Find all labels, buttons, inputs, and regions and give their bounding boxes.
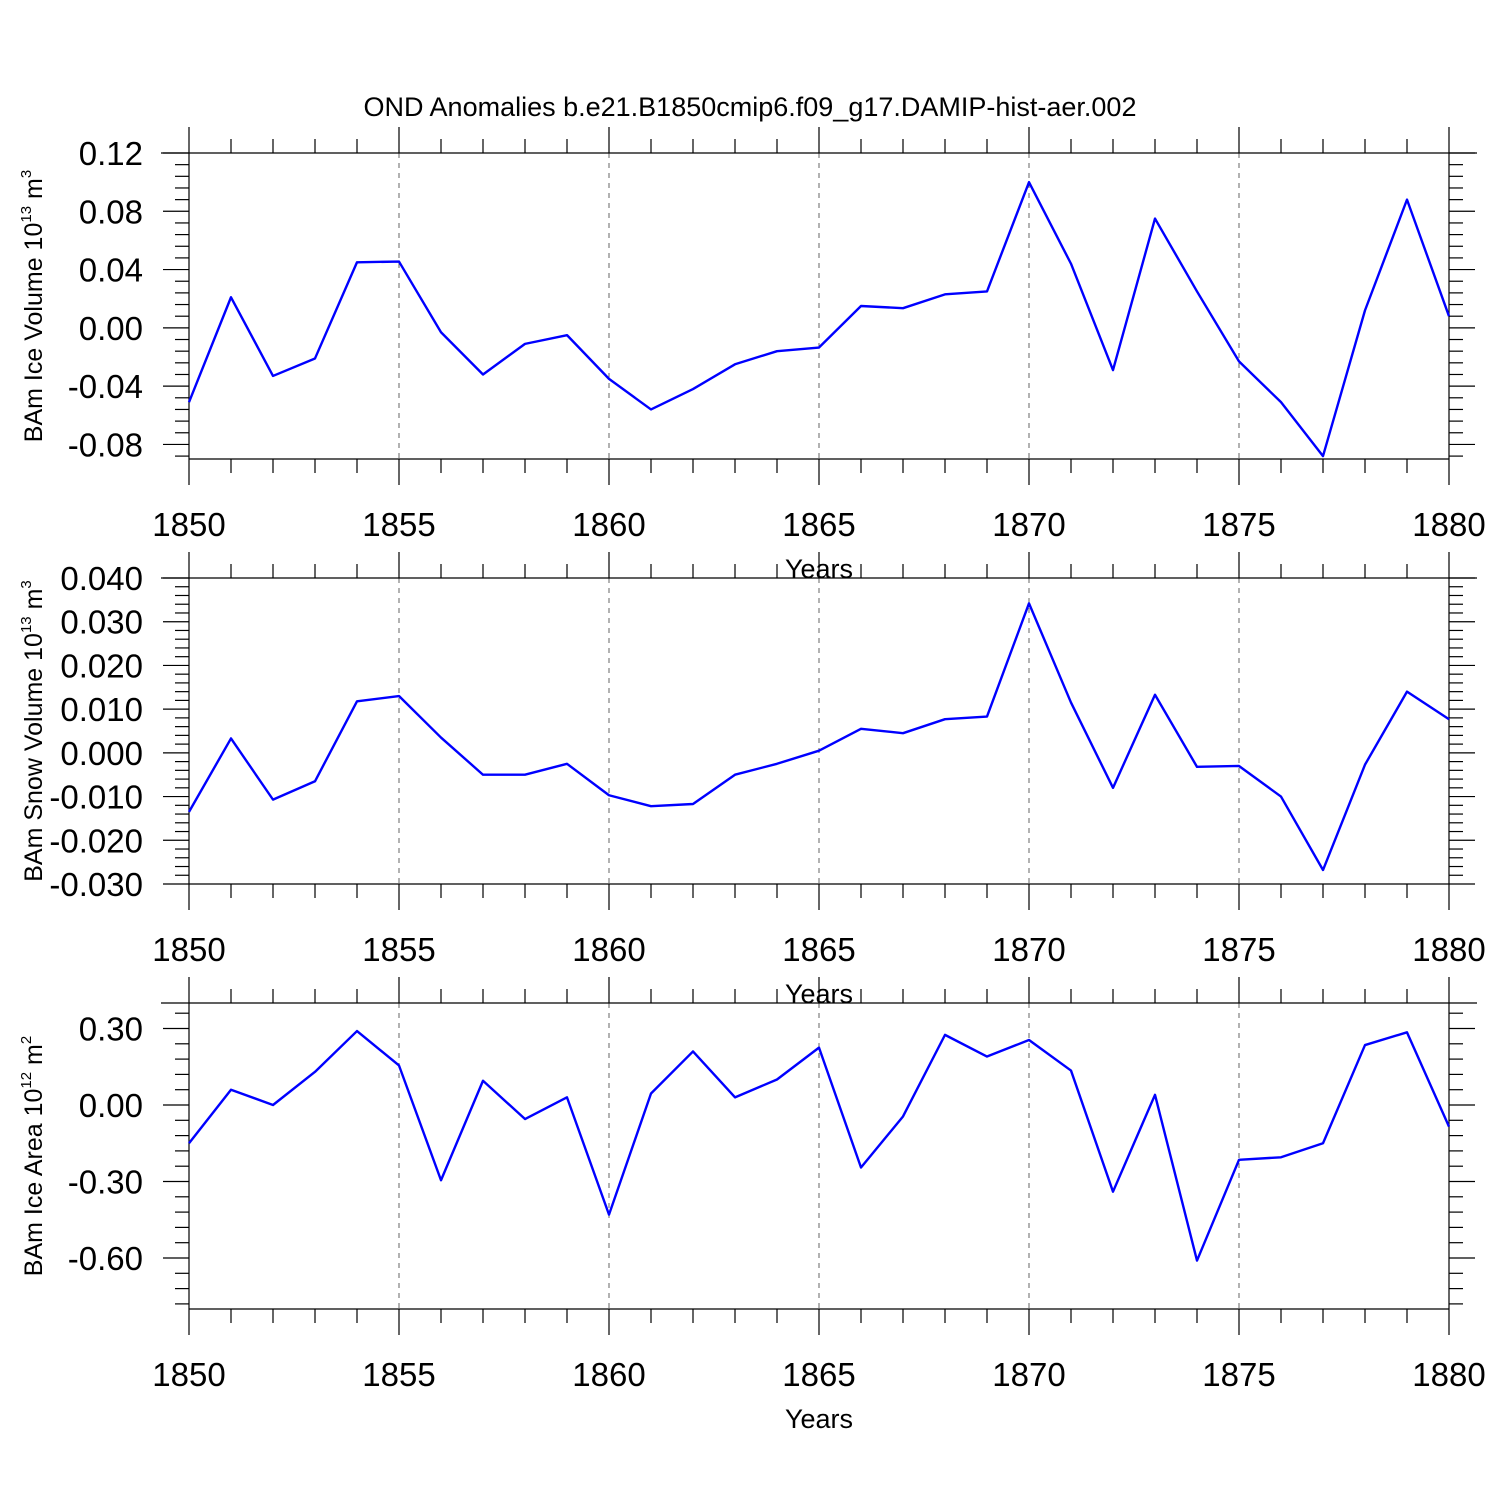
y-axis-label-exponent: 13 (18, 616, 35, 633)
x-tick-label: 1875 (1202, 506, 1275, 543)
y-tick-label: -0.020 (49, 822, 143, 859)
x-tick-label: 1855 (362, 506, 435, 543)
y-tick-label: 0.000 (60, 735, 143, 772)
chart-panel-2: 1850 1855 1860 1865 1870 1875 1880 0.040 0.030 0.… (18, 552, 1486, 1009)
y-tick-label: -0.010 (49, 779, 143, 816)
y-tick-label: 0.12 (79, 135, 143, 172)
x-tick-label: 1870 (992, 931, 1065, 968)
x-tick-label: 1865 (782, 1356, 855, 1393)
y-axis-label-unit: m (20, 1044, 48, 1072)
x-tick-label: 1875 (1202, 931, 1275, 968)
y-tick-label: 0.30 (79, 1011, 143, 1048)
chart-panel-3: 1850 1855 1860 1865 1870 1875 1880 0.30 0.00 -0.3… (18, 977, 1486, 1434)
x-tick-label: 1855 (362, 931, 435, 968)
figure-title: OND Anomalies b.e21.B1850cmip6.f09_g17.D… (364, 92, 1137, 122)
y-axis-label-unit-exponent: 3 (18, 170, 35, 178)
y-axis-label-unit-exponent: 2 (18, 1036, 35, 1044)
y-axis-label-unit: m (20, 589, 48, 617)
x-tick-label: 1850 (152, 1356, 225, 1393)
x-tick-label: 1870 (992, 1356, 1065, 1393)
y-axis-label-unit: m (20, 178, 48, 206)
series-line (187, 602, 1450, 872)
x-tick-label: 1860 (572, 1356, 645, 1393)
y-tick-label: 0.010 (60, 691, 143, 728)
y-axis-label-unit-exponent: 3 (18, 580, 35, 588)
x-tick-label: 1880 (1412, 506, 1485, 543)
x-tick-label: 1850 (152, 506, 225, 543)
y-tick-label: -0.60 (68, 1240, 143, 1277)
y-axis-label: BAm Ice Volume 1013 m3 (18, 170, 48, 442)
y-tick-label: -0.030 (49, 866, 143, 903)
x-tick-label: 1880 (1412, 931, 1485, 968)
y-tick-label: 0.030 (60, 604, 143, 641)
y-axis-label-text: BAm Ice Volume 10 (20, 223, 48, 443)
y-tick-label: 0.020 (60, 647, 143, 684)
chart-panel-1: 1850 1855 1860 1865 1870 1875 1880 0.12 0.08 0.04… (18, 127, 1486, 584)
x-tick-label: 1860 (572, 506, 645, 543)
y-axis-label-text: BAm Snow Volume 10 (20, 633, 48, 882)
x-tick-label: 1865 (782, 931, 855, 968)
x-tick-label: 1875 (1202, 1356, 1275, 1393)
series-line (188, 1029, 1451, 1262)
y-axis-label: BAm Ice Area 1012 m2 (18, 1036, 48, 1276)
y-axis-label: BAm Snow Volume 1013 m3 (18, 580, 48, 882)
y-tick-label: 0.00 (79, 1087, 143, 1124)
series-line (187, 180, 1451, 458)
y-axis-label-exponent: 13 (18, 206, 35, 223)
x-tick-label: 1865 (782, 506, 855, 543)
x-tick-label: 1855 (362, 1356, 435, 1393)
y-tick-label: -0.04 (68, 368, 143, 405)
y-tick-label: -0.08 (68, 426, 143, 463)
x-tick-label: 1850 (152, 931, 225, 968)
x-tick-label: 1860 (572, 931, 645, 968)
x-tick-label: 1880 (1412, 1356, 1485, 1393)
y-axis-label-text: BAm Ice Area 10 (20, 1089, 48, 1277)
y-tick-label: 0.08 (79, 193, 143, 230)
x-axis-label: Years (785, 1404, 853, 1434)
x-tick-label: 1870 (992, 506, 1065, 543)
y-tick-label: 0.040 (60, 560, 143, 597)
y-axis-label-exponent: 12 (18, 1072, 35, 1089)
panels: 1850 1855 1860 1865 1870 1875 1880 0.12 0.08 0.04… (18, 127, 1486, 1434)
y-tick-label: -0.30 (68, 1164, 143, 1201)
y-tick-label: 0.00 (79, 310, 143, 347)
y-tick-label: 0.04 (79, 252, 143, 289)
